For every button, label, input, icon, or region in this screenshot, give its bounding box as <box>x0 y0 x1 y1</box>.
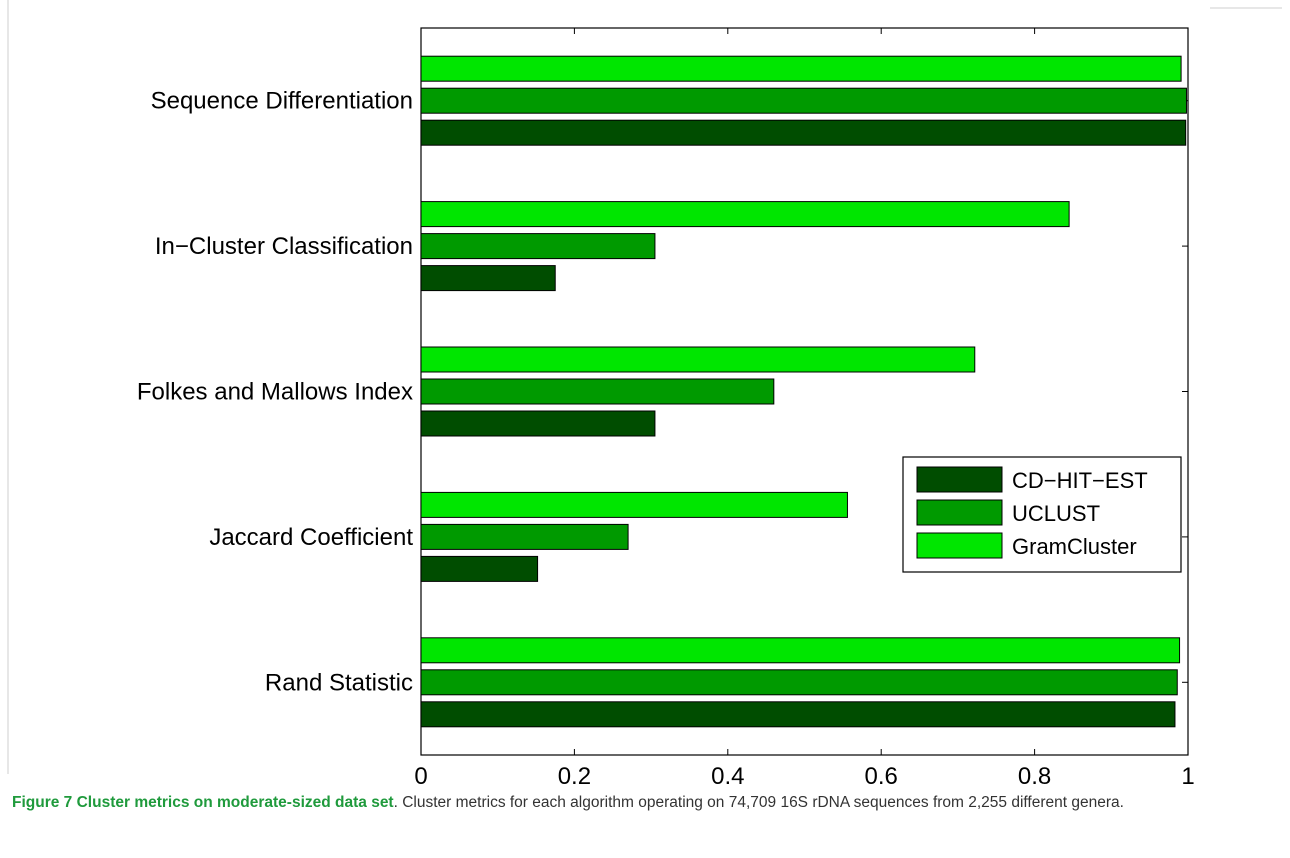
legend: CD−HIT−EST UCLUST GramCluster <box>902 456 1182 573</box>
legend-label: CD−HIT−EST <box>1012 468 1148 493</box>
bar-uclust-3 <box>420 233 656 260</box>
legend-label: UCLUST <box>1012 501 1100 526</box>
x-tick-label: 0.8 <box>1018 763 1051 790</box>
x-tick-label: 0 <box>414 763 427 790</box>
category-label: Jaccard Coefficient <box>209 524 413 551</box>
bar-uclust-0 <box>420 669 1178 696</box>
category-label: Rand Statistic <box>265 669 413 696</box>
bar-gramcluster-2 <box>420 346 976 373</box>
bar-uclust-1 <box>420 523 629 550</box>
legend-label: GramCluster <box>1012 534 1137 559</box>
bar-chart: Rand Statistic Jaccard Coefficient Folkes … <box>7 0 1282 790</box>
bar-gramcluster-0 <box>420 637 1181 664</box>
caption-body: . Cluster metrics for each algorithm ope… <box>393 794 1124 811</box>
x-tick-label: 0.2 <box>558 763 591 790</box>
legend-swatch <box>916 466 1003 493</box>
bar-cd-hit-est-3 <box>420 265 556 292</box>
caption-title: Cluster metrics on moderate-sized data s… <box>76 794 394 811</box>
figure-caption: Figure 7 Cluster metrics on moderate-siz… <box>12 792 1282 814</box>
bar-cd-hit-est-1 <box>420 555 539 582</box>
bar-gramcluster-4 <box>420 55 1182 82</box>
legend-swatch <box>916 532 1003 559</box>
bar-cd-hit-est-0 <box>420 701 1176 728</box>
legend-swatch <box>916 499 1003 526</box>
x-tick-label: 0.4 <box>711 763 744 790</box>
bar-cd-hit-est-4 <box>420 119 1187 146</box>
plot-area: Rand Statistic Jaccard Coefficient Folkes … <box>137 27 1195 790</box>
caption-number: Figure 7 <box>12 794 73 811</box>
bar-gramcluster-3 <box>420 201 1070 228</box>
category-label: In−Cluster Classification <box>155 233 413 260</box>
x-tick-label: 1 <box>1181 763 1194 790</box>
bar-uclust-2 <box>420 378 775 405</box>
x-tick-label: 0.6 <box>865 763 898 790</box>
category-label: Folkes and Mallows Index <box>137 379 413 406</box>
category-label: Sequence Differentiation <box>151 88 413 115</box>
bar-cd-hit-est-2 <box>420 410 656 437</box>
bar-uclust-4 <box>420 87 1187 114</box>
bar-gramcluster-1 <box>420 491 848 518</box>
